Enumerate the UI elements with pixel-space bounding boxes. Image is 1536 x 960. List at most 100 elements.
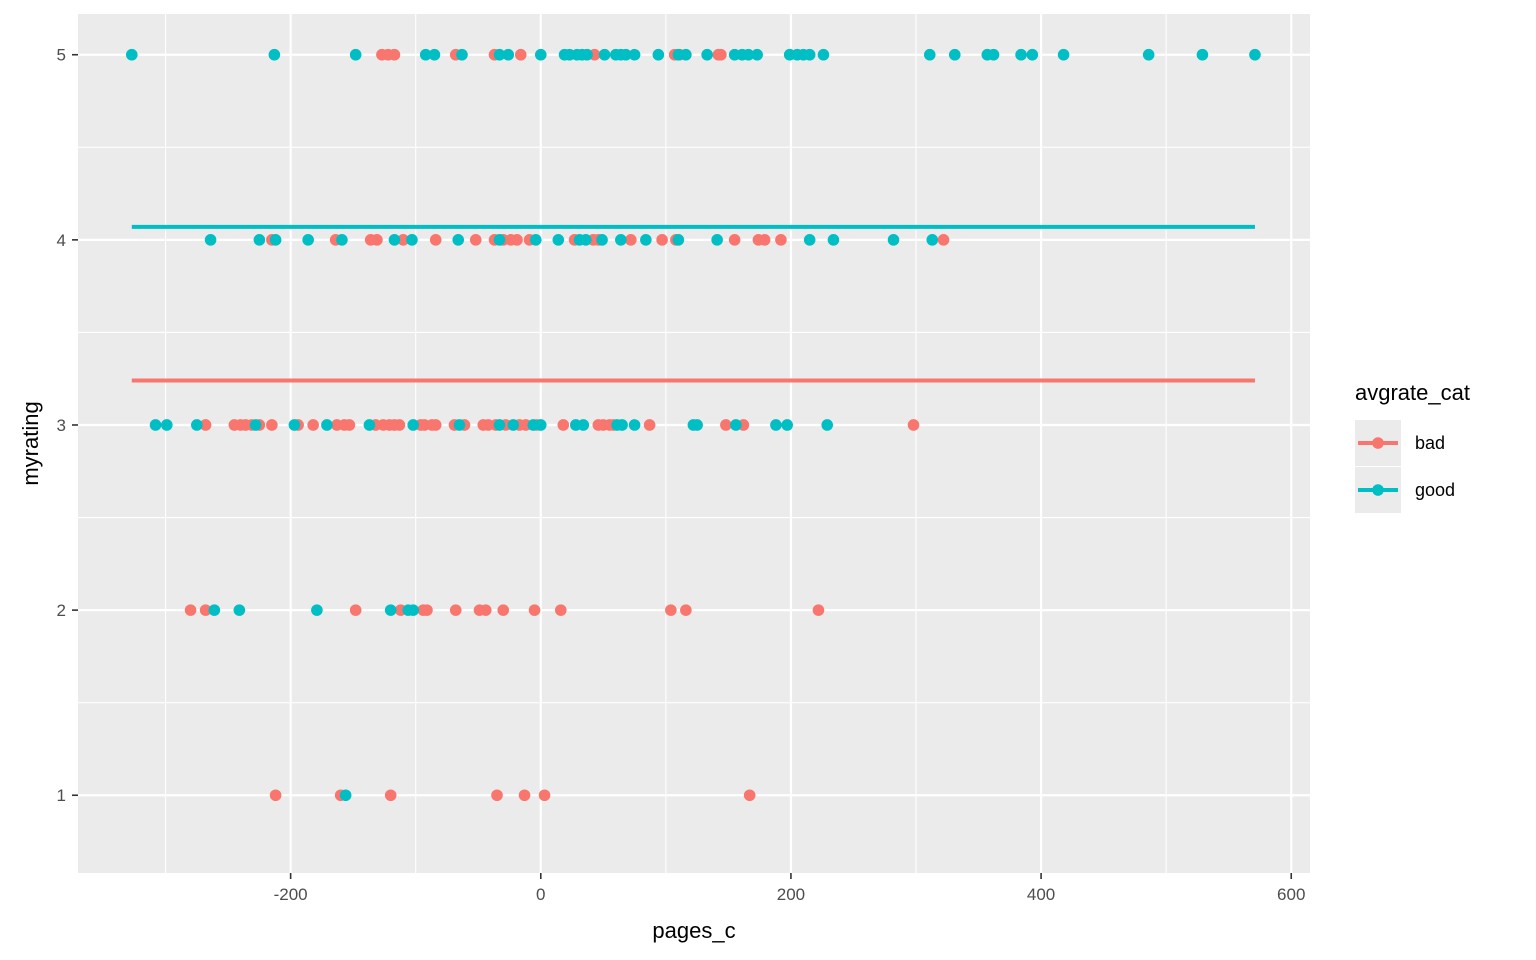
legend-label-bad: bad: [1415, 433, 1445, 453]
x-tick-label: -200: [274, 885, 308, 904]
x-tick-label: 0: [536, 885, 545, 904]
point-bad: [514, 48, 527, 61]
point-good: [204, 234, 217, 246]
point-good: [628, 419, 641, 431]
point-good: [821, 419, 834, 431]
point-good: [233, 604, 246, 616]
point-good: [125, 48, 138, 61]
y-tick-label: 1: [57, 786, 66, 805]
point-good: [407, 604, 420, 616]
point-good: [803, 234, 816, 246]
point-good: [288, 419, 301, 431]
point-bad: [199, 419, 212, 431]
point-good: [672, 234, 685, 246]
point-good: [596, 234, 608, 246]
point-good: [384, 604, 397, 616]
point-bad: [554, 604, 567, 616]
y-axis-title: myrating: [18, 401, 43, 485]
point-good: [701, 48, 713, 61]
point-good: [453, 419, 466, 431]
x-axis-title: pages_c: [652, 918, 735, 943]
point-bad: [449, 604, 462, 616]
point-good: [191, 419, 203, 431]
legend-keys: bad good: [1355, 420, 1455, 513]
point-good: [803, 48, 816, 61]
point-good: [628, 48, 641, 61]
point-bad: [518, 789, 531, 802]
point-good: [428, 48, 441, 61]
point-good: [987, 48, 1000, 61]
point-bad: [266, 419, 278, 431]
point-bad: [557, 419, 570, 431]
point-bad: [497, 604, 510, 616]
x-axis: -200 0 200 400 600: [274, 873, 1305, 904]
legend: avgrate_cat bad good: [1355, 380, 1470, 513]
point-good: [887, 234, 900, 246]
point-bad: [371, 234, 383, 246]
data-points: [125, 48, 1261, 802]
point-good: [817, 48, 830, 61]
point-good: [529, 234, 542, 246]
point-good: [161, 419, 173, 431]
point-bad: [937, 234, 950, 246]
point-good: [493, 419, 506, 431]
point-good: [948, 48, 961, 61]
y-axis: 1 2 3 4 5: [57, 46, 78, 805]
x-tick-label: 200: [777, 885, 805, 904]
point-good: [336, 234, 348, 246]
point-good: [680, 48, 692, 61]
point-good: [311, 604, 323, 616]
point-good: [616, 419, 628, 431]
x-tick-label: 400: [1027, 885, 1055, 904]
point-good: [406, 234, 418, 246]
y-tick-label: 5: [57, 46, 66, 65]
point-bad: [538, 789, 551, 802]
point-good: [581, 48, 593, 61]
point-bad: [397, 234, 409, 246]
point-bad: [665, 604, 677, 616]
point-good: [730, 419, 742, 431]
point-bad: [479, 604, 492, 616]
point-bad: [528, 604, 541, 616]
point-good: [652, 48, 665, 61]
point-good: [253, 234, 266, 246]
point-good: [339, 789, 352, 802]
point-good: [742, 48, 755, 61]
point-good: [1026, 48, 1039, 61]
point-good: [249, 419, 262, 431]
point-good: [407, 419, 420, 431]
point-bad: [388, 48, 401, 61]
point-good: [598, 48, 611, 61]
point-bad: [758, 234, 771, 246]
point-good: [923, 48, 936, 61]
point-good: [751, 48, 763, 61]
point-good: [577, 419, 590, 431]
point-bad: [728, 234, 741, 246]
point-bad: [384, 789, 397, 802]
point-bad: [393, 419, 406, 431]
minor-gridlines: [78, 14, 1310, 873]
point-bad: [715, 48, 727, 61]
point-good: [507, 419, 520, 431]
point-good: [534, 419, 547, 431]
point-bad: [429, 234, 442, 246]
point-bad: [743, 789, 756, 802]
point-good: [711, 234, 723, 246]
mean-lines: [131, 224, 1255, 383]
point-good: [149, 419, 162, 431]
point-good: [827, 234, 840, 246]
legend-key-point-good: [1372, 484, 1384, 496]
point-bad: [307, 419, 319, 431]
point-good: [1057, 48, 1070, 61]
point-bad: [625, 234, 637, 246]
point-good: [302, 234, 314, 246]
point-good: [363, 419, 376, 431]
point-good: [502, 48, 515, 61]
point-good: [534, 48, 547, 61]
point-good: [321, 419, 333, 431]
point-good: [456, 48, 468, 61]
point-bad: [812, 604, 825, 616]
legend-label-good: good: [1415, 480, 1455, 500]
point-good: [552, 234, 565, 246]
